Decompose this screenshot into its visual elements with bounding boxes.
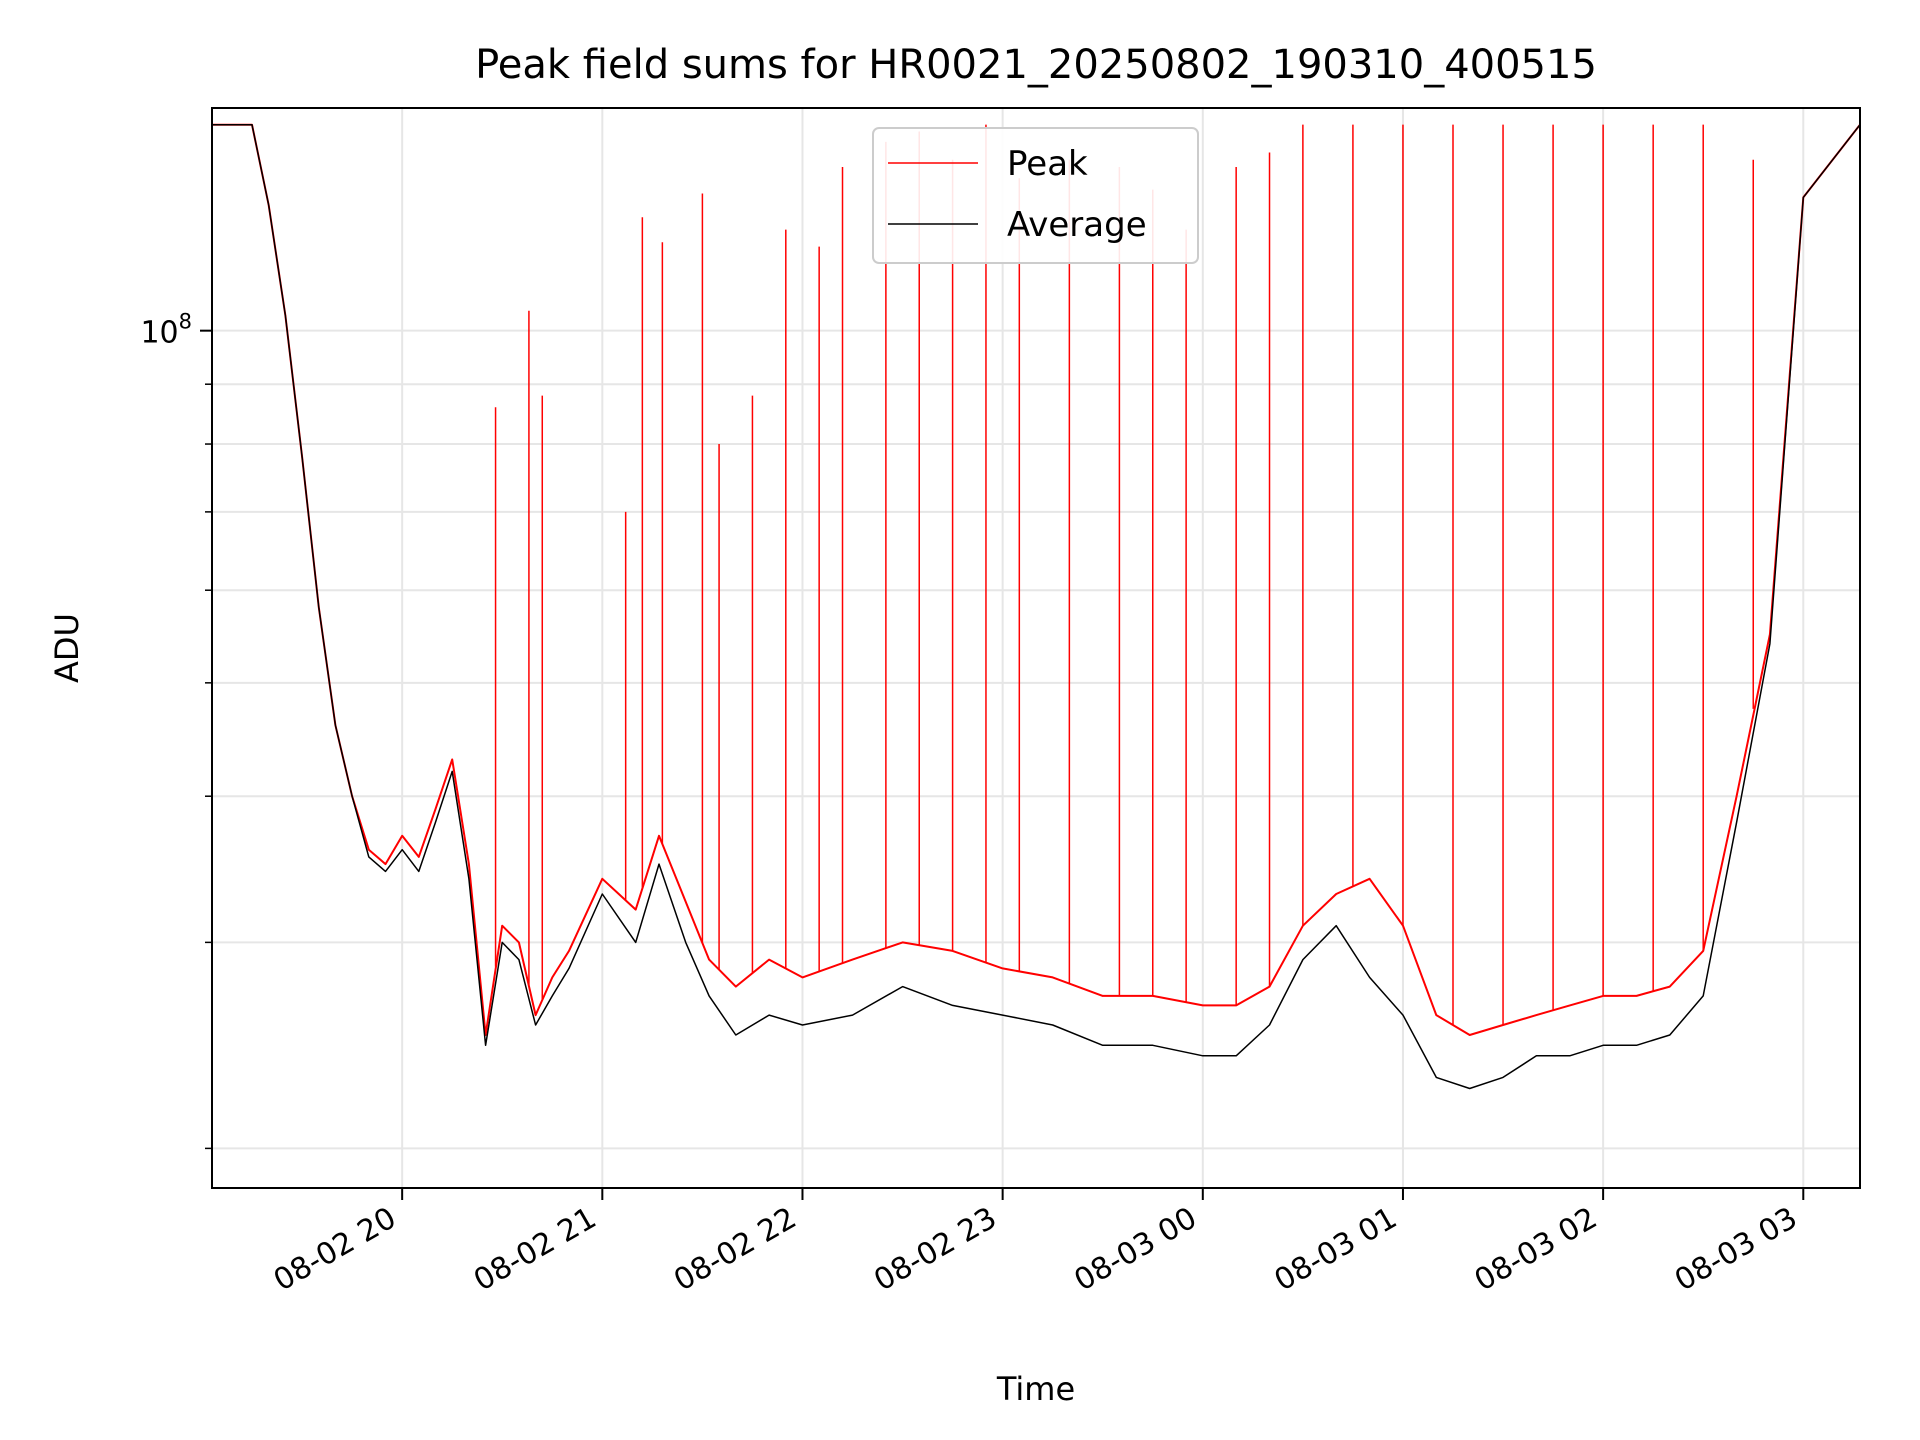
series-peak [212,123,1861,1036]
chart-title: Peak field sums for HR0021_20250802_1903… [475,42,1597,88]
y-tick-label: 108 [140,310,192,351]
legend-box [872,127,1199,264]
legend-average-label: Average [1007,205,1147,245]
legend: Peak Average [872,127,1199,264]
series-average [212,123,1861,1090]
grid [212,108,1860,1188]
y-axis-label: ADU [48,613,86,683]
x-axis-label: Time [996,1370,1075,1408]
legend-peak-label: Peak [1007,144,1088,184]
plot-frame [211,107,1861,1189]
series-line-average [212,123,1861,1090]
y-axis: 108 [140,310,212,1150]
series-line-peak [212,123,1861,1036]
